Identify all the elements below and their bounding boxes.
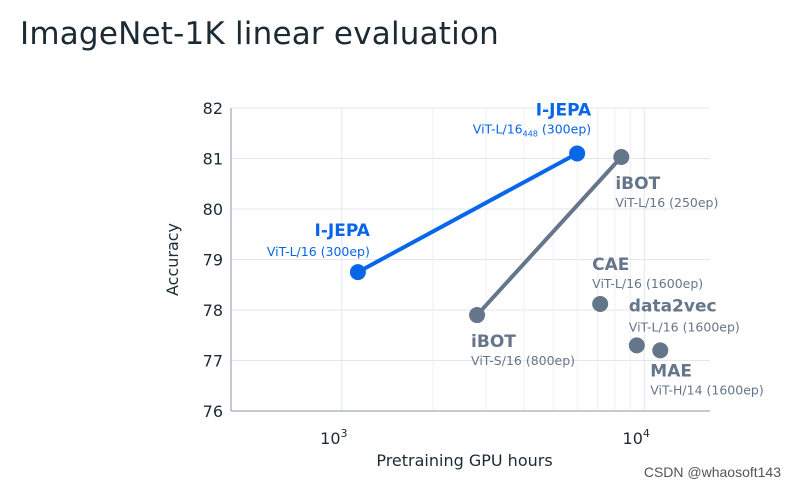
data-point-data2vec <box>628 337 645 354</box>
annotation-title: CAE <box>592 255 629 275</box>
annotation-title: MAE <box>650 361 692 381</box>
y-tick-label: 79 <box>203 251 223 270</box>
annotation-subtitle: ViT-L/16 (1600ep) <box>592 276 703 291</box>
series-line-ibot <box>475 154 624 318</box>
annotation-subtitle: ViT-S/16 (800ep) <box>471 353 575 368</box>
data-point-cae <box>592 295 609 312</box>
y-tick-label: 81 <box>203 150 223 169</box>
annotation-subtitle: ViT-H/14 (1600ep) <box>650 382 763 397</box>
chart-title: ImageNet-1K linear evaluation <box>20 16 499 52</box>
y-tick-label: 77 <box>203 352 223 371</box>
y-tick-label: 82 <box>203 99 223 118</box>
data-point-mae <box>652 342 669 359</box>
annotation-subtitle: ViT-L/16 (1600ep) <box>629 319 740 334</box>
series-line-i-jepa <box>355 151 580 275</box>
annotation-title: I-JEPA <box>315 221 371 241</box>
watermark-text: CSDN @whaosoft143 <box>643 464 781 480</box>
annotation-title: iBOT <box>615 174 660 194</box>
y-axis-label: Accuracy <box>163 223 182 296</box>
data-point-ibot <box>469 307 486 324</box>
x-tick-label: 104 <box>623 427 650 448</box>
data-point-i-jepa <box>349 264 366 281</box>
annotation-subtitle: ViT-L/16 (300ep) <box>267 244 370 259</box>
y-tick-label: 76 <box>203 402 223 421</box>
x-tick-label: 103 <box>320 427 347 448</box>
y-tick-label: 78 <box>203 301 223 320</box>
annotation-title: I-JEPA <box>536 100 592 120</box>
annotation-subtitle: ViT-L/16448 (300ep) <box>473 121 591 138</box>
data-point-ibot <box>613 148 630 165</box>
annotation-subtitle: ViT-L/16 (250ep) <box>615 195 718 210</box>
y-tick-label: 80 <box>203 200 223 219</box>
data-point-i-jepa <box>569 145 586 162</box>
annotation-title: data2vec <box>629 296 717 316</box>
x-axis-label: Pretraining GPU hours <box>376 451 552 470</box>
annotation-title: iBOT <box>471 332 516 352</box>
